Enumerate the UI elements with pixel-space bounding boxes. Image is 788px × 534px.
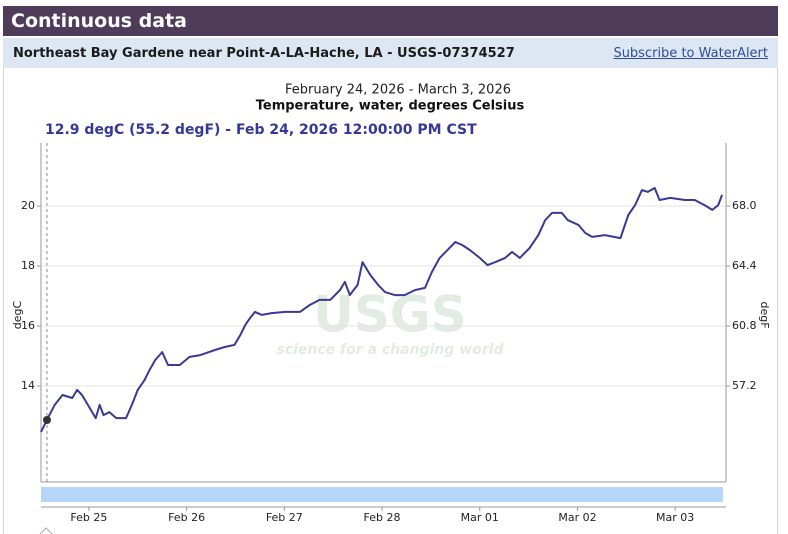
y-axis-label: degC (11, 300, 24, 329)
watermark-tagline: science for a changing world (276, 342, 504, 358)
x-tick-label: Feb 26 (168, 511, 205, 524)
y-tick-label: 20 (21, 199, 35, 212)
y-tick-label: 16 (21, 319, 35, 332)
y-tick-label: 14 (21, 379, 35, 392)
y-tick-label: 18 (21, 259, 35, 272)
chart-title: Temperature, water, degrees Celsius (256, 99, 525, 114)
x-tick-label: Mar 03 (656, 511, 694, 524)
y2-tick-label: 64.4 (732, 259, 757, 272)
data-line (40, 187, 724, 433)
x-tick-label: Mar 02 (558, 511, 596, 524)
y2-tick-label: 57.2 (732, 379, 757, 392)
cursor-dot (43, 416, 51, 424)
y2-tick-label: 60.8 (732, 319, 757, 332)
x-tick-label: Feb 25 (70, 511, 107, 524)
station-bar: Northeast Bay Gardene near Point-A-LA-Ha… (3, 38, 778, 68)
section-header: Continuous data (3, 6, 778, 36)
subscribe-link[interactable]: Subscribe to WaterAlert (613, 45, 768, 61)
tooltip-text: 12.9 degC (55.2 degF) - Feb 24, 2026 12:… (45, 122, 477, 138)
chart-subtitle: February 24, 2026 - March 3, 2026 (285, 83, 511, 98)
y2-axis-label: degF (758, 301, 771, 328)
y2-tick-label: 68.0 (732, 199, 757, 212)
x-tick-label: Feb 27 (266, 511, 303, 524)
x-tick-label: Feb 28 (364, 511, 401, 524)
brush-bar[interactable] (41, 487, 723, 502)
x-tick-label: Mar 01 (461, 511, 499, 524)
station-name: Northeast Bay Gardene near Point-A-LA-Ha… (13, 45, 515, 61)
watermark-logo: USGS (313, 286, 467, 344)
chart-frame (3, 68, 778, 534)
brush-handle[interactable] (39, 527, 53, 534)
